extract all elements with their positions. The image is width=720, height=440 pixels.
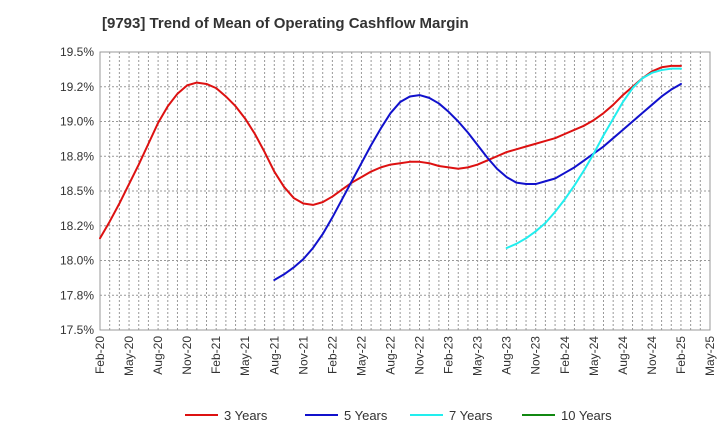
series-lines bbox=[99, 64, 682, 281]
y-tick-label: 19.2% bbox=[60, 80, 94, 94]
series-line-5-years bbox=[273, 82, 682, 281]
x-tick-label: Aug-24 bbox=[616, 336, 630, 375]
legend: 3 Years 5 Years 7 Years 10 Years bbox=[185, 408, 612, 423]
y-tick-label: 18.5% bbox=[60, 184, 94, 198]
y-tick-label: 18.2% bbox=[60, 219, 94, 233]
y-tick-label: 18.8% bbox=[60, 149, 94, 163]
x-tick-label: May-25 bbox=[703, 336, 717, 376]
x-tick-label: Aug-20 bbox=[151, 336, 165, 375]
series-line-3-years bbox=[99, 64, 682, 240]
y-tick-label: 17.8% bbox=[60, 288, 94, 302]
y-tick-label: 19.5% bbox=[60, 45, 94, 59]
x-tick-label: Feb-24 bbox=[558, 336, 572, 374]
x-tick-label: May-20 bbox=[122, 336, 136, 376]
x-tick-label: Feb-23 bbox=[442, 336, 456, 374]
x-tick-label: Feb-25 bbox=[674, 336, 688, 374]
x-tick-label: May-23 bbox=[471, 336, 485, 376]
y-axis-ticks: 17.5% 17.8% 18.0% 18.2% 18.5% 18.8% 19.0% 19.2%… bbox=[60, 45, 94, 337]
chart-title: [9793] Trend of Mean of Operating Cashfl… bbox=[102, 15, 469, 32]
y-tick-label: 17.5% bbox=[60, 323, 94, 337]
x-tick-label: Feb-21 bbox=[209, 336, 223, 374]
x-tick-label: May-21 bbox=[238, 336, 252, 376]
x-tick-label: Feb-20 bbox=[93, 336, 107, 374]
x-tick-label: Feb-22 bbox=[325, 336, 339, 374]
x-tick-label: Aug-22 bbox=[383, 336, 397, 375]
x-tick-label: Nov-21 bbox=[296, 336, 310, 375]
y-tick-label: 18.0% bbox=[60, 254, 94, 268]
grid-lines bbox=[100, 52, 710, 330]
x-tick-label: Aug-23 bbox=[500, 336, 514, 375]
x-tick-label: Aug-21 bbox=[267, 336, 281, 375]
legend-label-5-years: 5 Years bbox=[344, 408, 388, 423]
x-tick-label: Nov-20 bbox=[180, 336, 194, 375]
legend-label-3-years: 3 Years bbox=[224, 408, 268, 423]
x-tick-label: May-24 bbox=[587, 336, 601, 376]
x-axis-ticks: Feb-20 May-20 Aug-20 Nov-20 Feb-21 May-21 Aug-… bbox=[93, 336, 717, 376]
x-tick-label: May-22 bbox=[354, 336, 368, 376]
x-tick-label: Nov-24 bbox=[645, 336, 659, 375]
x-tick-label: Nov-23 bbox=[529, 336, 543, 375]
series-line-7-years bbox=[505, 67, 682, 249]
legend-label-7-years: 7 Years bbox=[449, 408, 493, 423]
y-tick-label: 19.0% bbox=[60, 115, 94, 129]
legend-label-10-years: 10 Years bbox=[561, 408, 612, 423]
x-tick-label: Nov-22 bbox=[413, 336, 427, 375]
